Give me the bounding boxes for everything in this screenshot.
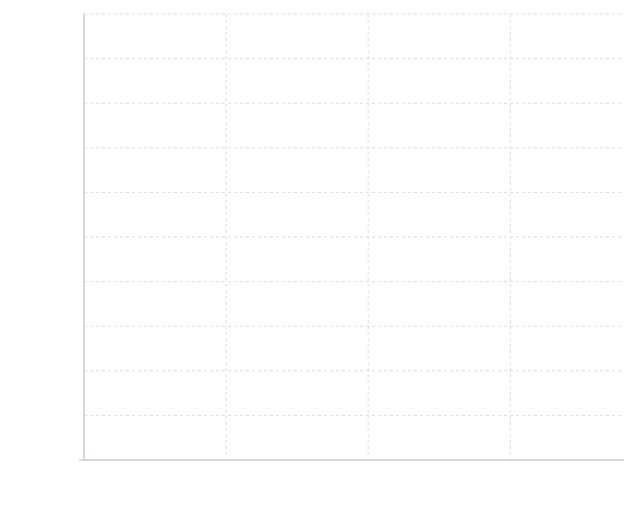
efficiency-chart [0,0,640,521]
